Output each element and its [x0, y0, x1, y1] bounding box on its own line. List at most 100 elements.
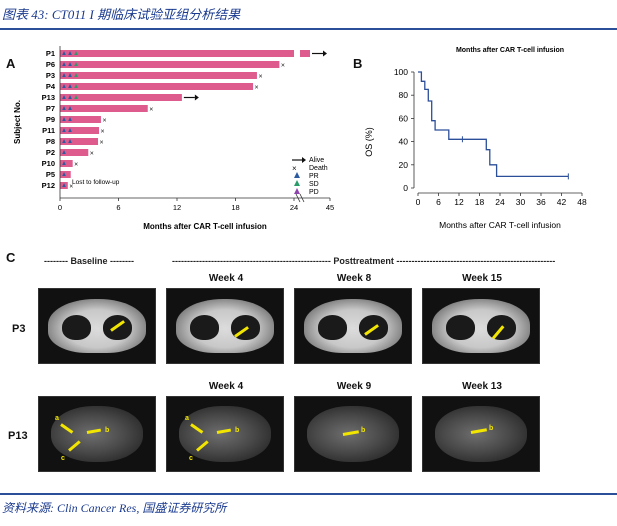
response-marker: [68, 73, 72, 77]
swimmer-legend: Alive × Death PR SD PD: [292, 157, 328, 196]
source-note: 资料来源: Clin Cancer Res, 国盛证券研究所: [2, 501, 227, 515]
x-tick-label: 12: [173, 203, 181, 212]
subject-label: P13: [42, 93, 55, 102]
subject-bar: [60, 127, 99, 134]
lesion-label-b: b: [361, 427, 366, 434]
km-x-tick-label: 24: [495, 197, 505, 207]
lesion-label-c: c: [189, 455, 193, 462]
survival-title: Months after CAR T-cell infusion: [456, 47, 564, 54]
subject-label: P7: [46, 104, 55, 113]
response-marker: [68, 84, 72, 88]
response-marker: [68, 51, 72, 55]
death-marker: ×: [90, 151, 94, 158]
km-x-tick-label: 30: [516, 197, 526, 207]
subject-label: P3: [46, 71, 55, 80]
posttreatment-header: ----------------------------------------…: [172, 256, 556, 266]
figure-caption: 图表 43: CT011 I 期临床试验亚组分析结果: [2, 7, 241, 22]
swimmer-plot: P1 P6 × P3 × P4 × P13 P7 × P9 × P11 × P8 × P2 × P10 × P5 P12 ×…: [13, 46, 334, 231]
death-marker: ×: [258, 74, 262, 81]
subject-label: P1: [46, 49, 55, 58]
survival-censor-marks: [461, 136, 569, 180]
subject-label: P10: [42, 159, 55, 168]
panel-b-letter: B: [353, 56, 363, 71]
subject-bar: [60, 138, 99, 145]
p3-week8-ct: [294, 288, 412, 364]
subject-bar: [60, 171, 71, 178]
death-marker: ×: [101, 129, 105, 136]
x-tick-label: 6: [116, 203, 120, 212]
legend-sd-symbol: [294, 180, 300, 186]
km-y-tick-label: 20: [399, 160, 409, 170]
subject-label: P9: [46, 115, 55, 124]
p13-week-c: Week 13: [462, 381, 502, 392]
response-marker: [62, 95, 66, 99]
response-marker: [62, 161, 66, 165]
axis-break-marks: [295, 193, 305, 203]
swimmer-xlabel: Months after CAR T-cell infusion: [143, 222, 267, 231]
p3-week-a: Week 4: [208, 273, 244, 284]
subject-bar: [60, 50, 294, 57]
p3-week15-ct: [422, 288, 540, 364]
response-marker: [62, 84, 66, 88]
subject-label: P4: [46, 82, 56, 91]
subject-label: P2: [46, 148, 55, 157]
response-marker: [62, 106, 66, 110]
legend-death: Death: [309, 165, 328, 172]
death-marker: ×: [69, 184, 73, 191]
lost-followup-note: Lost to follow-up: [72, 179, 120, 186]
subject-bar: [60, 149, 89, 156]
response-marker: [68, 106, 72, 110]
subject-bar-extension: [300, 50, 310, 57]
subject-label: P6: [46, 60, 55, 69]
panel-a-letter: A: [6, 56, 16, 71]
swimmer-bars: P1 P6 × P3 × P4 × P13 P7 × P9 × P11 × P8 × P2 × P10 × P5 P12 ×: [42, 49, 327, 191]
response-marker: [62, 172, 66, 176]
survival-plot: Months after CAR T-cell infusion 0204060…: [364, 47, 587, 230]
p3-week4-ct: [166, 288, 284, 364]
response-marker: [62, 183, 66, 187]
panel-c-letter: C: [6, 250, 16, 265]
km-x-tick-label: 18: [475, 197, 485, 207]
legend-pr: PR: [309, 173, 319, 180]
x-tick-label: 0: [58, 203, 62, 212]
x-tick-label: 18: [231, 203, 239, 212]
response-marker: [62, 150, 66, 154]
km-y-tick-label: 60: [399, 113, 409, 123]
legend-alive: Alive: [309, 157, 324, 164]
response-marker: [62, 51, 66, 55]
subject-label: P11: [42, 126, 55, 135]
baseline-header: -------- Baseline --------: [44, 256, 134, 266]
subject-bar: [60, 94, 182, 101]
legend-pd: PD: [309, 189, 319, 196]
lesion-label-b: b: [489, 425, 494, 432]
source-rule: [0, 493, 617, 495]
response-marker: [68, 128, 72, 132]
death-marker: ×: [74, 162, 78, 169]
response-marker: [68, 95, 72, 99]
subject-label: P12: [42, 181, 55, 190]
response-marker: [74, 51, 78, 55]
p3-week-c: Week 15: [462, 273, 502, 284]
response-marker: [74, 62, 78, 66]
survival-axes: 0 20 40 60 80 100 0 6 12 18 24 30 36 42 48: [394, 67, 587, 207]
km-x-tick-label: 12: [454, 197, 464, 207]
survival-xlabel: Months after CAR T-cell infusion: [439, 220, 561, 230]
alive-arrow-head: [194, 94, 199, 101]
p3-baseline-ct: [38, 288, 156, 364]
p13-week-a: Week 4: [208, 381, 244, 392]
response-marker: [62, 62, 66, 66]
subject-bar: [60, 116, 101, 123]
km-x-tick-label: 48: [577, 197, 587, 207]
p13-week4-mri: a b c: [166, 396, 284, 472]
response-marker: [74, 73, 78, 77]
legend-death-symbol: ×: [292, 164, 297, 173]
survival-curve: [418, 71, 569, 178]
lesion-label-b: b: [235, 427, 240, 434]
km-x-tick-label: 6: [436, 197, 441, 207]
response-marker: [68, 62, 72, 66]
response-marker: [74, 95, 78, 99]
km-y-tick-label: 0: [403, 183, 408, 193]
death-marker: ×: [149, 107, 153, 114]
x-tick-label: 24: [290, 203, 298, 212]
legend-sd: SD: [309, 181, 319, 188]
